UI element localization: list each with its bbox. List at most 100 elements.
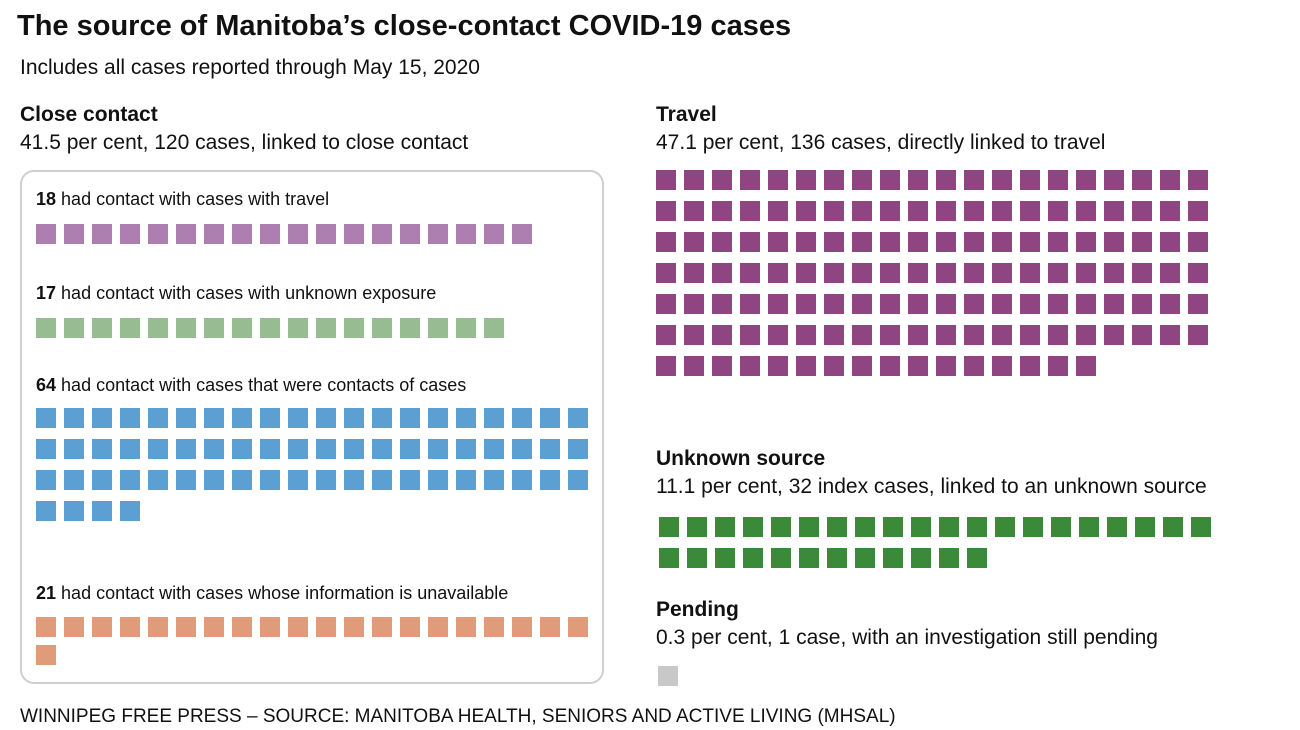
- group-text: had contact with cases that were contact…: [61, 375, 467, 395]
- case-square: [992, 325, 1012, 345]
- case-square: [1160, 232, 1180, 252]
- case-square: [1160, 170, 1180, 190]
- case-square: [992, 356, 1012, 376]
- case-square: [964, 294, 984, 314]
- case-square: [964, 170, 984, 190]
- case-square: [484, 439, 504, 459]
- case-square: [1160, 201, 1180, 221]
- case-square: [768, 263, 788, 283]
- case-square: [64, 617, 84, 637]
- case-square: [715, 548, 735, 568]
- case-square: [456, 470, 476, 490]
- case-square: [796, 170, 816, 190]
- case-square: [1051, 517, 1071, 537]
- case-square: [1048, 294, 1068, 314]
- case-square: [512, 470, 532, 490]
- case-square: [148, 617, 168, 637]
- waffle-grid: [659, 517, 1219, 568]
- case-square: [936, 201, 956, 221]
- case-square: [176, 617, 196, 637]
- case-square: [568, 439, 588, 459]
- case-square: [36, 408, 56, 428]
- case-square: [796, 356, 816, 376]
- case-square: [1107, 517, 1127, 537]
- case-square: [512, 224, 532, 244]
- case-square: [796, 263, 816, 283]
- case-square: [964, 201, 984, 221]
- case-square: [936, 294, 956, 314]
- case-square: [684, 232, 704, 252]
- case-square: [852, 356, 872, 376]
- group-text: had contact with cases with travel: [61, 189, 330, 209]
- case-square: [176, 439, 196, 459]
- case-square: [824, 356, 844, 376]
- case-square: [344, 408, 364, 428]
- chart-title: The source of Manitoba’s close-contact C…: [17, 10, 792, 42]
- case-square: [64, 439, 84, 459]
- case-square: [148, 439, 168, 459]
- case-square: [400, 470, 420, 490]
- case-square: [316, 318, 336, 338]
- case-square: [288, 224, 308, 244]
- group-count: 17: [36, 283, 57, 303]
- case-square: [656, 201, 676, 221]
- case-square: [1135, 517, 1155, 537]
- case-square: [684, 201, 704, 221]
- case-square: [1191, 517, 1211, 537]
- group-text: had contact with cases whose information…: [61, 583, 509, 603]
- case-square: [148, 470, 168, 490]
- waffle-grid: [36, 224, 596, 244]
- case-square: [512, 408, 532, 428]
- case-square: [484, 470, 504, 490]
- case-square: [176, 408, 196, 428]
- case-square: [1048, 232, 1068, 252]
- case-square: [316, 439, 336, 459]
- case-square: [1076, 356, 1096, 376]
- case-square: [456, 224, 476, 244]
- case-square: [852, 263, 872, 283]
- case-square: [36, 617, 56, 637]
- case-square: [260, 439, 280, 459]
- case-square: [715, 517, 735, 537]
- case-square: [740, 294, 760, 314]
- case-square: [372, 224, 392, 244]
- case-square: [880, 356, 900, 376]
- case-square: [1188, 294, 1208, 314]
- case-square: [768, 232, 788, 252]
- case-square: [883, 517, 903, 537]
- case-square: [992, 170, 1012, 190]
- case-square: [232, 408, 252, 428]
- case-square: [456, 318, 476, 338]
- case-square: [684, 325, 704, 345]
- case-square: [204, 408, 224, 428]
- case-square: [658, 666, 678, 686]
- case-square: [1132, 232, 1152, 252]
- case-square: [852, 170, 872, 190]
- case-square: [456, 617, 476, 637]
- case-square: [36, 439, 56, 459]
- case-square: [540, 439, 560, 459]
- case-square: [400, 224, 420, 244]
- case-square: [995, 517, 1015, 537]
- case-square: [1160, 263, 1180, 283]
- case-square: [1076, 294, 1096, 314]
- waffle-grid: [658, 666, 1218, 686]
- case-square: [176, 470, 196, 490]
- case-square: [880, 201, 900, 221]
- case-square: [204, 470, 224, 490]
- case-square: [484, 617, 504, 637]
- unknown-source-description: 11.1 per cent, 32 index cases, linked to…: [656, 475, 1207, 498]
- case-square: [1076, 170, 1096, 190]
- case-square: [1188, 201, 1208, 221]
- case-square: [204, 617, 224, 637]
- case-square: [1048, 356, 1068, 376]
- case-square: [656, 325, 676, 345]
- group-label: 18 had contact with cases with travel: [36, 188, 596, 210]
- case-square: [1132, 201, 1152, 221]
- case-square: [1160, 325, 1180, 345]
- case-square: [428, 318, 448, 338]
- case-square: [204, 224, 224, 244]
- case-square: [1104, 201, 1124, 221]
- case-square: [967, 517, 987, 537]
- case-square: [911, 517, 931, 537]
